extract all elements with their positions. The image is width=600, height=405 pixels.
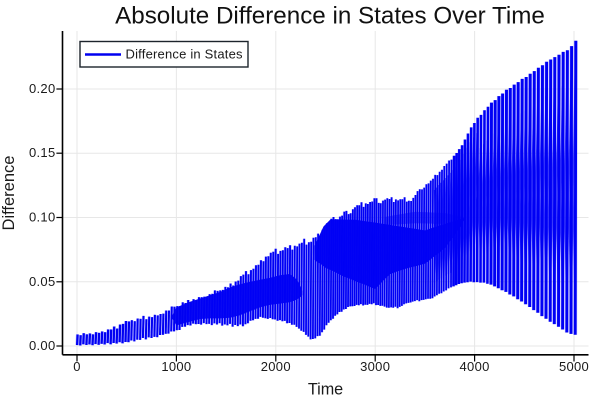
svg-text:5000: 5000 [559, 359, 589, 374]
svg-text:1000: 1000 [161, 359, 191, 374]
svg-text:0.20: 0.20 [29, 81, 56, 96]
svg-text:Difference in States: Difference in States [126, 47, 244, 62]
svg-text:3000: 3000 [360, 359, 390, 374]
svg-text:Absolute Difference in States: Absolute Difference in States Over Time [115, 3, 545, 30]
svg-text:0.10: 0.10 [29, 210, 56, 225]
svg-text:Difference: Difference [0, 156, 18, 231]
svg-text:0.00: 0.00 [29, 338, 56, 353]
svg-text:0: 0 [73, 359, 81, 374]
svg-text:Time: Time [308, 381, 343, 399]
svg-text:4000: 4000 [460, 359, 490, 374]
svg-text:2000: 2000 [261, 359, 291, 374]
svg-text:0.15: 0.15 [29, 145, 56, 160]
svg-text:0.05: 0.05 [29, 274, 56, 289]
